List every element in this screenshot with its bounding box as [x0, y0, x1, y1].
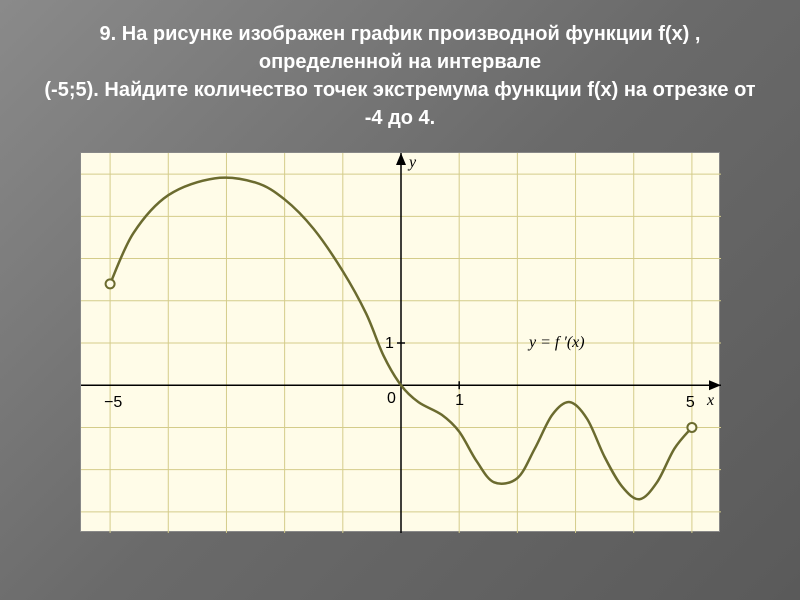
- open-endpoint-1: [687, 423, 696, 432]
- y-axis-label: y: [407, 154, 417, 171]
- open-endpoint-0: [106, 279, 115, 288]
- curve-label: y = f ′(x): [527, 334, 585, 351]
- origin-label: 0: [387, 390, 396, 407]
- problem-title-line1: 9. На рисунке изображен график производн…: [40, 20, 760, 76]
- chart-container: y x 0 1 1 −5 5 y = f ′(x): [0, 152, 800, 532]
- x-tick-5: 5: [686, 394, 695, 411]
- chart-box: y x 0 1 1 −5 5 y = f ′(x): [80, 152, 720, 532]
- derivative-graph: y x 0 1 1 −5 5 y = f ′(x): [81, 153, 721, 533]
- y-tick-1: 1: [385, 335, 394, 352]
- x-axis-label: x: [706, 392, 714, 409]
- x-tick-1: 1: [455, 392, 464, 409]
- x-tick-neg5: −5: [104, 394, 122, 411]
- problem-title-line2: (-5;5). Найдите количество точек экстрем…: [40, 76, 760, 132]
